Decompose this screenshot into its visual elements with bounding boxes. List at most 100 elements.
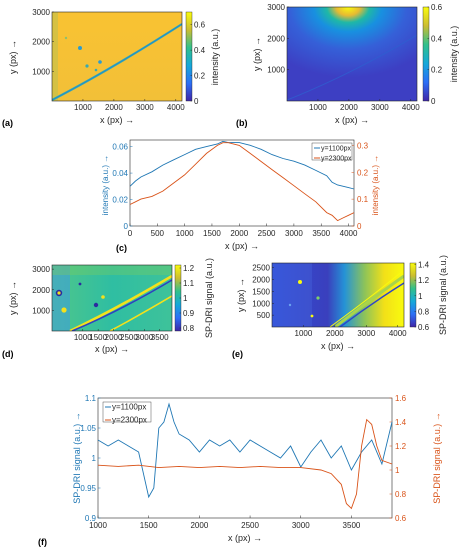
panel-c-xtick-label: 0 [128,229,133,238]
panel-a-colorbar-tick-label: 0.2 [194,72,206,81]
panel-c-ylabel-left: intensity (a.u.) → [101,155,110,215]
panel-c-xtick-label: 1500 [203,229,221,238]
panel-d-colorbar-tick-label: 1.1 [183,279,195,288]
panel-f-series-1-line [97,402,393,499]
panel-c-label: (c) [116,243,127,253]
panel-f-ylabel-right: SP-DRI signal (a.u.) → [432,412,442,504]
panel-e-xtick-label: 2000 [326,329,344,338]
panel-b-xtick-label: 1000 [309,103,327,112]
panel-c-series-1-line [129,140,355,190]
panel-a-colorbar-tick-label: 0.6 [194,21,206,30]
panel-e-xtick-label: 4000 [389,329,407,338]
panel-d-xtick-label: 3500 [151,333,169,342]
panel-b-xlabel: x (px) → [335,115,369,125]
panel-f-ytick-left-label: 1.05 [80,424,96,433]
panel-d-colorbar-label: SP-DRI signal (a.u.) [204,258,214,338]
panel-d-image [52,265,172,331]
panel-a-ytick-label: 2000 [32,38,50,47]
panel-e-colorbar-tick-label: 1.2 [418,276,430,285]
panel-f-label: (f) [38,537,47,547]
panel-d-xtick-label: 3000 [135,333,153,342]
panel-a-xtick-label: 2000 [105,103,123,112]
panel-b-colorbar-tick-label: 0.6 [431,3,443,12]
panel-c-xtick-label: 500 [151,229,165,238]
panel-c-legend-entry: y=2300px [321,156,352,163]
panel-b-xtick-label: 2000 [340,103,358,112]
panel-e-image [272,263,404,327]
panel-e-ytick-label: 500 [257,311,271,320]
panel-d-colorbar-tick-label: 0.8 [183,324,195,333]
panel-c-xlabel: x (px) → [225,241,259,251]
panel-f-xtick-label: 1000 [89,521,107,530]
panel-b-xtick-label: 3000 [371,103,389,112]
panel-c-xtick-label: 4000 [340,229,358,238]
panel-c-ylabel-right: intensity (a.u.) → [371,155,380,215]
panel-d-ytick-label: 3000 [32,265,50,274]
panel-d-ylabel: y (px) → [8,281,18,315]
panel-b: 1000 2000 3000 4000 1000 2000 3000 0 0.2 0.4 0.6 x… [236,3,459,128]
panel-f-ylabel-left: SP-DRI signal (a.u.) → [72,412,82,504]
panel-a-colorbar-label: intensity (a.u.) [210,29,220,86]
panel-e-xtick-label: 1000 [295,329,313,338]
panel-f-ytick-right-label: 1.6 [395,394,407,403]
panel-f-ytick-left-label: 0.95 [80,484,96,493]
panel-c-xtick-label: 2500 [258,229,276,238]
panel-f-xtick-label: 2500 [241,521,259,530]
panel-a-colorbar-tick-label: 0 [194,97,199,106]
panel-c: 0 500 1000 1500 2000 2500 3000 3500 400000.020.0… [101,139,380,253]
panel-c-xtick-label: 2000 [230,229,248,238]
panel-e-colorbar-tick-label: 1 [418,292,423,301]
panel-d-ytick-label: 2000 [32,286,50,295]
panel-e-xtick-label: 3000 [357,329,375,338]
panel-a-xlabel: x (px) → [100,115,134,125]
panel-a-ytick-label: 1000 [32,67,50,76]
panel-a-colorbar [185,11,193,102]
panel-b-ytick-label: 2000 [267,34,285,43]
panel-e-xlabel: x (px) → [321,341,355,351]
panel-f: 1000 1500 2000 2500 3000 3500 0.9 0.95 1 1.05 1.1 0… [38,394,442,547]
panel-a-xtick-label: 4000 [167,103,185,112]
panel-b-colorbar-tick-label: 0 [431,97,436,106]
panel-f-xtick-label: 3000 [292,521,310,530]
panel-e-ylabel: y (px) → [236,278,246,312]
panel-f-xlabel: x (px) → [228,533,262,543]
panel-a: 1000 2000 3000 4000 1000 2000 3000 0 0.2 0.4 0.6 x… [2,8,220,128]
panel-c-series-2-line [129,142,355,222]
panel-b-ylabel: y (px) → [252,37,262,71]
panel-c-ytick-right-label: 0 [357,222,362,231]
panel-b-ytick-label: 1000 [267,66,285,75]
panel-f-ytick-left-label: 1.1 [85,394,97,403]
panel-e-colorbar-label: SP-DRI signal (a.u.) [438,255,448,335]
panel-d-colorbar-tick-label: 1 [183,294,188,303]
panel-a-colorbar-tick-label: 0.4 [194,46,206,55]
panel-d-colorbar-tick-label: 0.9 [183,309,195,318]
panel-d-xtick-label: 1500 [89,333,107,342]
panel-e-colorbar-tick-label: 0.6 [418,323,430,332]
panel-c-ytick-left-label: 0 [124,222,129,231]
panel-d-xtick-label: 2000 [105,333,123,342]
panel-a-ytick-label: 3000 [32,8,50,17]
panel-f-ytick-right-label: 1.4 [395,418,407,427]
panel-a-image [52,12,182,101]
panel-f-ytick-right-label: 0.8 [395,490,407,499]
panel-e: 1000 2000 3000 4000 500 1000 1500 2000 2500 0.6 0.… [232,255,448,359]
panel-c-xtick-label: 1000 [176,229,194,238]
panel-b-colorbar-tick-label: 0.2 [431,66,443,75]
panel-e-ytick-label: 1000 [252,299,270,308]
panel-d-xtick-label: 2500 [120,333,138,342]
panel-d: 1000150020002500300035001000200030000.80… [2,258,214,359]
panel-e-colorbar [409,262,417,328]
panel-f-legend-entry: y=1100px [112,403,146,412]
panel-b-colorbar-tick-label: 0.4 [431,34,443,43]
panel-c-ytick-right-label: 0.2 [357,168,369,177]
panel-b-ytick-label: 3000 [267,3,285,12]
panel-e-colorbar-tick-label: 0.8 [418,307,430,316]
panel-e-label: (e) [232,349,243,359]
panel-f-ytick-right-label: 0.6 [395,514,407,523]
panel-c-ytick-right-label: 0.3 [357,141,369,150]
panel-f-ytick-left-label: 0.9 [85,514,97,523]
panel-b-colorbar-label: intensity (a.u.) [449,26,459,83]
panel-f-xtick-label: 3500 [343,521,361,530]
panel-a-label: (a) [2,118,13,128]
